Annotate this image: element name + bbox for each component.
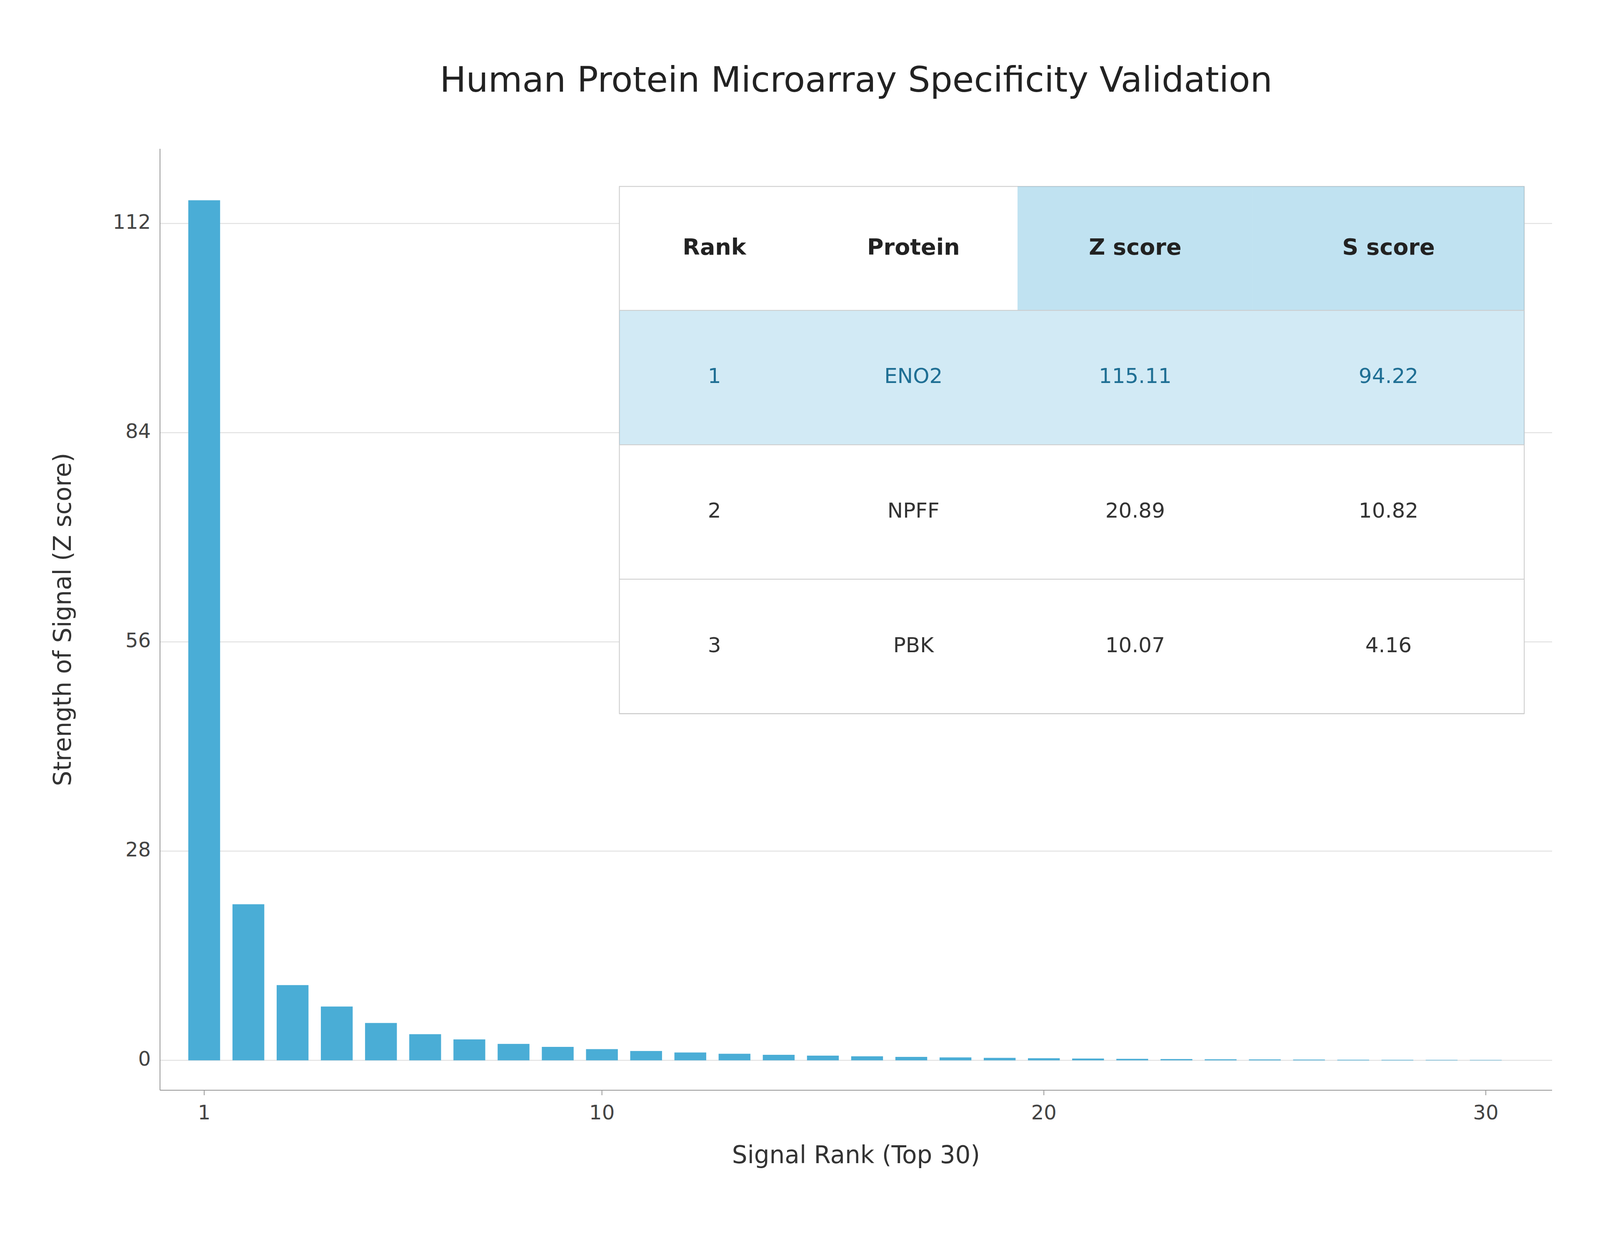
- x-axis-line: [160, 1089, 1553, 1091]
- x-tick-label: 20: [1031, 1100, 1057, 1124]
- table-cell: ENO2: [884, 363, 943, 388]
- x-axis-label: Signal Rank (Top 30): [732, 1140, 980, 1169]
- table-cell: 20.89: [1105, 498, 1165, 523]
- page: {"chart_data": {"type": "bar", "title": …: [0, 0, 1600, 1239]
- bar: [320, 1006, 353, 1060]
- bar: [1470, 1059, 1502, 1061]
- table-header: Rank: [682, 233, 747, 260]
- table-divider: [619, 444, 1525, 445]
- bar: [365, 1022, 397, 1061]
- table-divider: [619, 578, 1525, 580]
- table-row-highlight: [619, 310, 1525, 445]
- bar: [453, 1039, 485, 1060]
- table-background: [619, 186, 1525, 714]
- bar: [1204, 1059, 1237, 1061]
- table-header: S score: [1342, 233, 1435, 260]
- bar: [895, 1056, 928, 1060]
- bar: [851, 1056, 883, 1061]
- bar: [1337, 1059, 1370, 1060]
- y-tick-label: 84: [125, 419, 151, 443]
- title: Human Protein Microarray Specificity Val…: [439, 59, 1273, 100]
- table-cell: NPFF: [887, 498, 940, 523]
- table-header-highlight: [1017, 186, 1253, 310]
- table-cell: 10.82: [1358, 498, 1419, 523]
- y-tick-label: 0: [137, 1046, 151, 1070]
- table-header-highlight: [1252, 186, 1525, 310]
- y-tick-label: 28: [125, 837, 151, 861]
- bar: [1425, 1059, 1458, 1060]
- table-cell: 115.11: [1098, 363, 1172, 388]
- bar: [1072, 1058, 1104, 1060]
- table-divider: [619, 310, 1525, 311]
- x-tick-label: 1: [197, 1100, 211, 1124]
- table-cell: 3: [707, 632, 722, 658]
- bar: [630, 1050, 663, 1060]
- bar: [807, 1055, 839, 1060]
- bar: [1248, 1059, 1281, 1060]
- table-cell: PBK: [893, 632, 935, 658]
- bar: [541, 1046, 574, 1060]
- bar: [674, 1052, 707, 1060]
- bar: [409, 1034, 441, 1061]
- bar: [276, 985, 309, 1061]
- table-header: Z score: [1088, 233, 1182, 260]
- bar: [1292, 1059, 1325, 1060]
- bar: [585, 1048, 618, 1060]
- table-cell: 4.16: [1365, 632, 1412, 658]
- x-tick: [601, 1090, 603, 1095]
- y-axis-line: [159, 148, 161, 1090]
- y-tick-label: 112: [112, 210, 151, 234]
- x-tick: [203, 1090, 205, 1095]
- table-cell: 2: [707, 498, 722, 523]
- grid-line: [160, 850, 1553, 852]
- table-cell: 94.22: [1358, 363, 1419, 388]
- bar: [718, 1053, 751, 1061]
- bar: [1116, 1058, 1148, 1061]
- bar: [762, 1054, 795, 1060]
- bar: [188, 200, 220, 1061]
- table: Rank Protein Z score S score 1 ENO2 115.11 94.2…: [619, 186, 1525, 714]
- table-cell: 10.07: [1105, 632, 1165, 658]
- y-axis-label: Strength of Signal (Z score): [48, 452, 77, 787]
- bar: [1160, 1058, 1193, 1060]
- table-divider: [619, 712, 1525, 714]
- x-tick: [1043, 1090, 1045, 1095]
- bar: [497, 1043, 530, 1060]
- bar: [983, 1057, 1016, 1060]
- table-header: Protein: [867, 233, 960, 260]
- y-tick-label: 56: [125, 628, 151, 652]
- x-tick: [1485, 1090, 1487, 1095]
- table-cell: 1: [707, 363, 722, 388]
- x-tick-label: 30: [1472, 1100, 1499, 1124]
- bar: [1381, 1059, 1414, 1060]
- chart: 0 28 56 84 112 1 10 20 30 Human Protein Microarra…: [0, 0, 1600, 1239]
- x-tick-label: 10: [589, 1100, 615, 1124]
- bar: [232, 904, 265, 1061]
- bar: [1027, 1057, 1060, 1060]
- axes: 1 10 20 30: [160, 148, 1553, 1124]
- bar: [939, 1057, 972, 1060]
